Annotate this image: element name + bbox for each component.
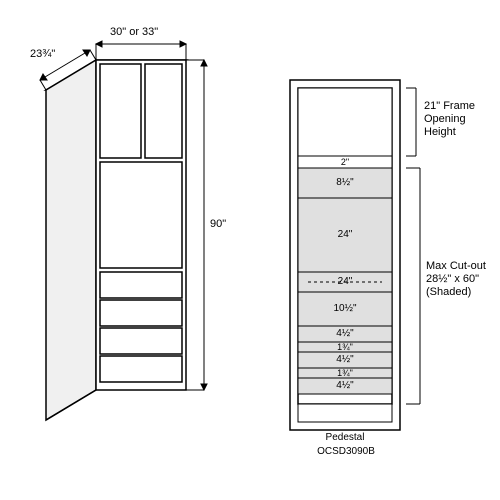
section-label: 24": [298, 229, 392, 240]
section-label: 2": [298, 157, 392, 167]
cutout-label: Max Cut-out28½" x 60"(Shaded): [426, 260, 486, 300]
section-label: 4½": [298, 354, 392, 365]
width-label: 30" or 33": [110, 26, 158, 38]
section-label: 8½": [298, 177, 392, 188]
depth-label: 23¾": [30, 48, 55, 60]
diagram-canvas: 23¾" 30" or 33" 90" 21" FrameOpeningHeig…: [0, 0, 500, 500]
front-elevation: [290, 80, 420, 430]
section-label: 4½": [298, 380, 392, 391]
section-label: 24": [298, 276, 392, 287]
section-label: 10½": [298, 303, 392, 314]
height-label: 90": [210, 218, 226, 230]
section-label: 1¾": [298, 342, 392, 352]
frame-opening-label: 21" FrameOpeningHeight: [424, 100, 475, 140]
model-label: OCSD3090B: [306, 446, 386, 457]
section-label: 4½": [298, 328, 392, 339]
svg-root: [0, 0, 500, 500]
isometric-cabinet: [40, 41, 207, 420]
section-label: 1¾": [298, 368, 392, 378]
pedestal-label: Pedestal: [320, 432, 370, 443]
